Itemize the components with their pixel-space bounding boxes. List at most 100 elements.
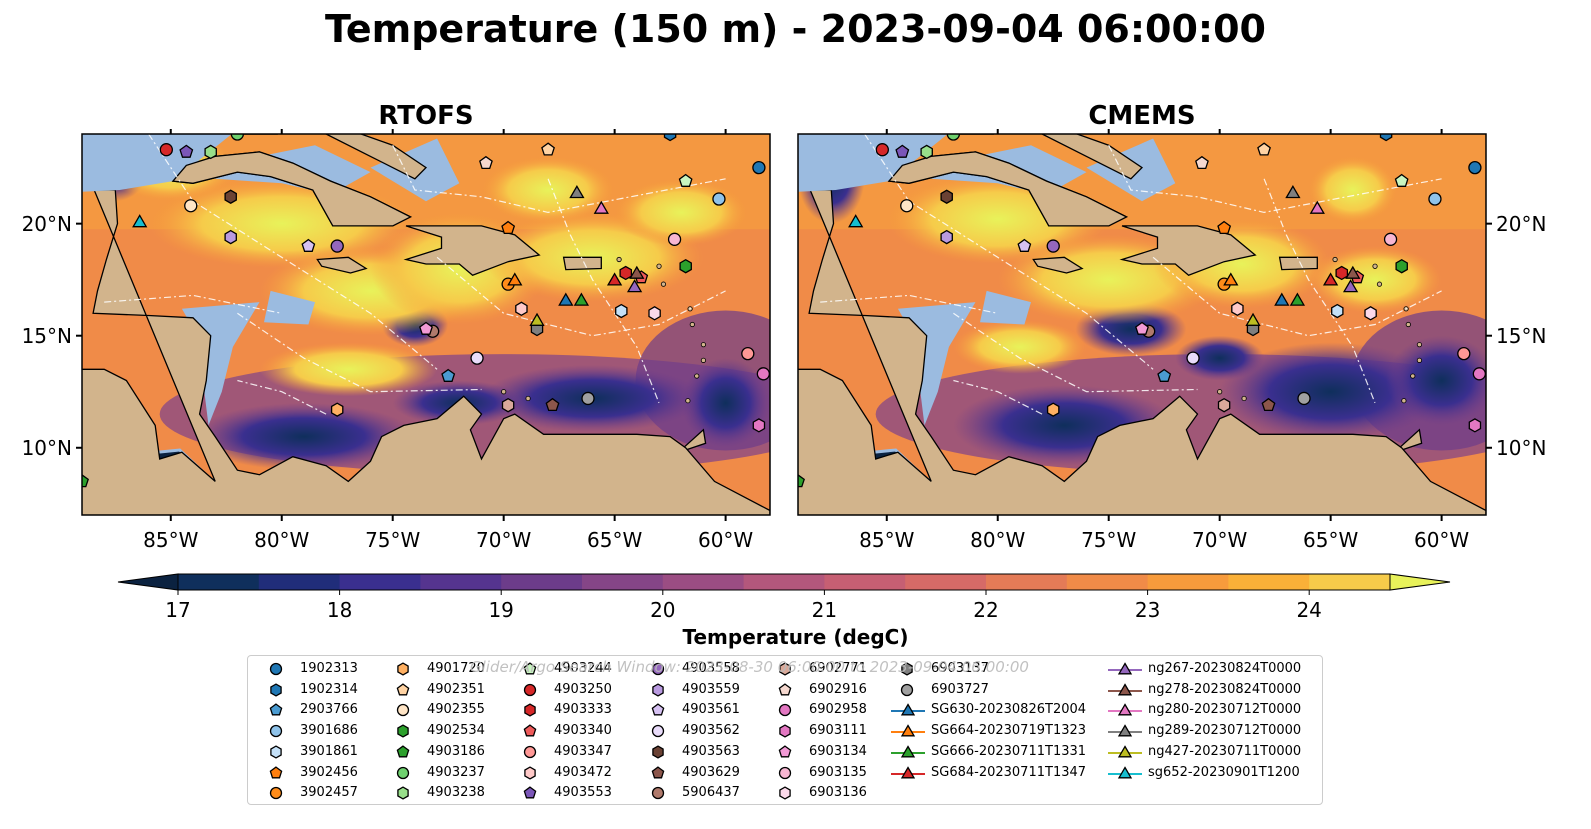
marker-1902313 <box>1468 160 1482 175</box>
marker-6902916 <box>1195 155 1209 170</box>
legend-label: 4902355 <box>427 702 485 718</box>
panel-title-rtofs: RTOFS <box>378 101 474 131</box>
colorbar-bin <box>662 574 745 590</box>
legend-label: 1902313 <box>300 661 358 676</box>
marker-4903558 <box>330 239 344 253</box>
marker-4903558 <box>1046 239 1060 253</box>
marker-ng289-20230712T0000 <box>569 185 585 199</box>
legend-marker-icon <box>269 787 283 800</box>
lon-label: 80°W <box>970 528 1026 552</box>
lon-label: 65°W <box>587 528 643 552</box>
legend-marker-icon <box>901 662 913 676</box>
legend-label: 3902456 <box>300 764 358 780</box>
legend-label: 6903727 <box>931 681 989 697</box>
lon-label: 70°W <box>1192 528 1248 552</box>
legend-label: 4903244 <box>554 661 612 676</box>
legend-label: 4903629 <box>682 764 740 780</box>
marker-ng427-20230711T0000 <box>529 312 545 326</box>
colorbar-tick: 18 <box>326 598 353 622</box>
marker-4903563 <box>940 189 953 204</box>
legend: 1902313 1902314 2903766 3901686 3901861 39024… <box>247 655 1323 805</box>
lat-label: 15°N <box>1496 323 1547 348</box>
marker-4903559 <box>940 229 953 245</box>
colorbar-bin <box>905 574 987 590</box>
marker-3901861 <box>1331 303 1344 319</box>
lat-label: 10°N <box>21 435 72 460</box>
colorbar-tick: 19 <box>488 598 514 622</box>
marker-4903250 <box>159 143 173 157</box>
colorbar <box>117 573 1451 595</box>
marker-1902314 <box>663 134 677 142</box>
legend-label: 4903237 <box>427 764 485 780</box>
marker-4903559 <box>224 229 237 245</box>
marker-6903727 <box>581 391 595 406</box>
legend-marker-icon <box>269 724 283 738</box>
colorbar-bin <box>824 574 906 590</box>
legend-marker-icon <box>397 786 409 800</box>
marker-ng278-20230824T0000 <box>629 265 645 279</box>
legend-marker-icon <box>523 683 537 696</box>
marker-4903347 <box>1457 346 1471 361</box>
colorbar-extend-max <box>1389 573 1451 591</box>
colorbar-bin <box>501 574 583 590</box>
legend-label: sg652-20230901T1200 <box>1148 764 1300 780</box>
marker-3901686 <box>1428 192 1442 206</box>
marker-ng267-20230824T0000 <box>626 279 643 293</box>
marker-4903237 <box>230 134 245 141</box>
legend-label: 3902457 <box>300 785 358 801</box>
marker-4903629 <box>545 397 560 412</box>
colorbar-tick: 21 <box>811 598 838 622</box>
marker-6903136 <box>648 306 661 321</box>
legend-label: 4903553 <box>554 785 612 801</box>
lat-label: 15°N <box>21 323 72 348</box>
legend-label: 4903562 <box>682 723 740 739</box>
legend-marker-icon <box>523 745 537 758</box>
marker-4903333 <box>619 265 633 281</box>
legend-label: 4903347 <box>554 743 612 759</box>
colorbar-tick: 24 <box>1296 598 1322 622</box>
marker-ng280-20230712T0000 <box>593 200 609 214</box>
marker-1902313 <box>752 160 766 175</box>
marker-4903562 <box>470 351 484 365</box>
marker-4902534 <box>1395 258 1408 274</box>
lon-label: 85°W <box>859 528 915 552</box>
map-rtofs <box>82 134 770 515</box>
legend-marker-icon <box>779 724 791 738</box>
lat-label: 20°N <box>21 211 72 236</box>
legend-marker-icon <box>651 765 665 778</box>
legend-label: 1902314 <box>300 681 358 697</box>
legend-label: 4903563 <box>682 743 740 759</box>
marker-6903727 <box>1297 391 1311 406</box>
legend-label: 6903135 <box>809 764 867 780</box>
legend-marker-icon <box>269 703 283 716</box>
colorbar-bin <box>258 574 341 590</box>
legend-marker-icon <box>778 766 792 779</box>
legend-label: 3901686 <box>300 723 358 739</box>
marker-6903111 <box>752 418 766 433</box>
colorbar-extend-min <box>117 573 179 591</box>
lon-label: 65°W <box>1303 528 1359 552</box>
colorbar-bin <box>582 574 664 590</box>
marker-SG664-20230719T1323 <box>507 272 523 286</box>
legend-marker-icon <box>778 704 792 717</box>
colorbar-bin <box>986 574 1068 590</box>
legend-label: 6903136 <box>809 785 867 801</box>
marker-SG684-20230711T1347 <box>606 272 623 286</box>
legend-marker-icon <box>1117 703 1133 716</box>
legend-marker-icon <box>900 703 916 716</box>
legend-marker-icon <box>651 662 665 676</box>
legend-marker-icon <box>779 662 791 676</box>
legend-marker-icon <box>1117 682 1133 696</box>
legend-label: SG666-20230711T1331 <box>931 743 1087 759</box>
legend-label: 4903340 <box>554 723 612 739</box>
legend-marker-icon <box>396 704 410 717</box>
legend-marker-icon <box>270 745 282 759</box>
colorbar-bin <box>1228 574 1310 590</box>
legend-marker-icon <box>778 745 792 758</box>
marker-ng278-20230824T0000 <box>1345 265 1361 279</box>
marker-ng280-20230712T0000 <box>1309 200 1325 214</box>
marker-4903562 <box>1186 351 1200 365</box>
colorbar-tick: 22 <box>973 598 999 622</box>
lat-label: 10°N <box>1496 435 1547 460</box>
